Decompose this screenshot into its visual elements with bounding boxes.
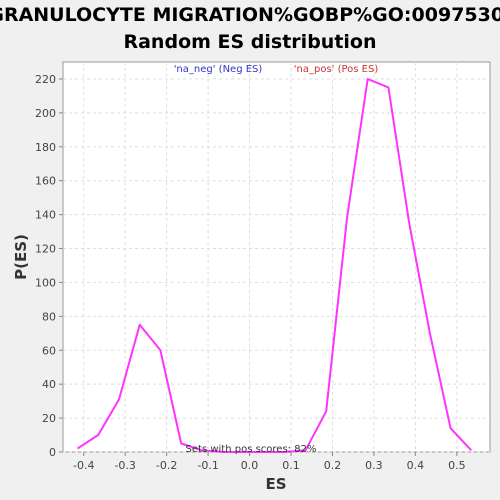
- y-tick-label: 140: [35, 209, 56, 222]
- y-tick-label: 160: [35, 175, 56, 188]
- x-tick-label: 0.4: [407, 459, 425, 472]
- legend-neg-es: 'na_neg' (Neg ES): [174, 64, 263, 75]
- chart-title-line-1: GRANULOCYTE MIGRATION%GOBP%GO:0097530:: [0, 4, 500, 26]
- y-tick-label: 20: [42, 412, 56, 425]
- x-tick-label: 0.1: [282, 459, 300, 472]
- y-tick-label: 220: [35, 73, 56, 86]
- x-tick-label: 0.0: [241, 459, 259, 472]
- y-tick-label: 180: [35, 141, 56, 154]
- x-tick-label: -0.2: [156, 459, 177, 472]
- y-tick-label: 60: [42, 344, 56, 357]
- y-tick-label: 0: [49, 446, 56, 459]
- pos-scores-annotation: Sets with pos scores: 82%: [186, 444, 317, 455]
- y-tick-label: 40: [42, 378, 56, 391]
- y-tick-label: 200: [35, 107, 56, 120]
- legend-pos-es: 'na_pos' (Pos ES): [294, 64, 379, 75]
- chart-title-line-2: Random ES distribution: [123, 31, 376, 53]
- x-tick-label: 0.3: [365, 459, 383, 472]
- x-tick-label: 0.2: [324, 459, 342, 472]
- x-tick-label: 0.5: [448, 459, 466, 472]
- y-tick-label: 120: [35, 243, 56, 256]
- series-line-0: [76, 78, 473, 453]
- x-tick-label: -0.1: [197, 459, 218, 472]
- x-tick-label: -0.4: [73, 459, 94, 472]
- y-tick-label: 100: [35, 276, 56, 289]
- y-axis-label: P(ES): [12, 234, 30, 280]
- series-layer: [76, 78, 473, 453]
- axis-ticks: 0 20 40 60 80 100 120 140 160 180 200 220 -0.4 -0.3 -0…: [35, 73, 466, 472]
- x-tick-label: -0.3: [114, 459, 135, 472]
- x-axis-label: ES: [265, 475, 286, 493]
- plot-area: [62, 61, 491, 453]
- y-tick-label: 80: [42, 310, 56, 323]
